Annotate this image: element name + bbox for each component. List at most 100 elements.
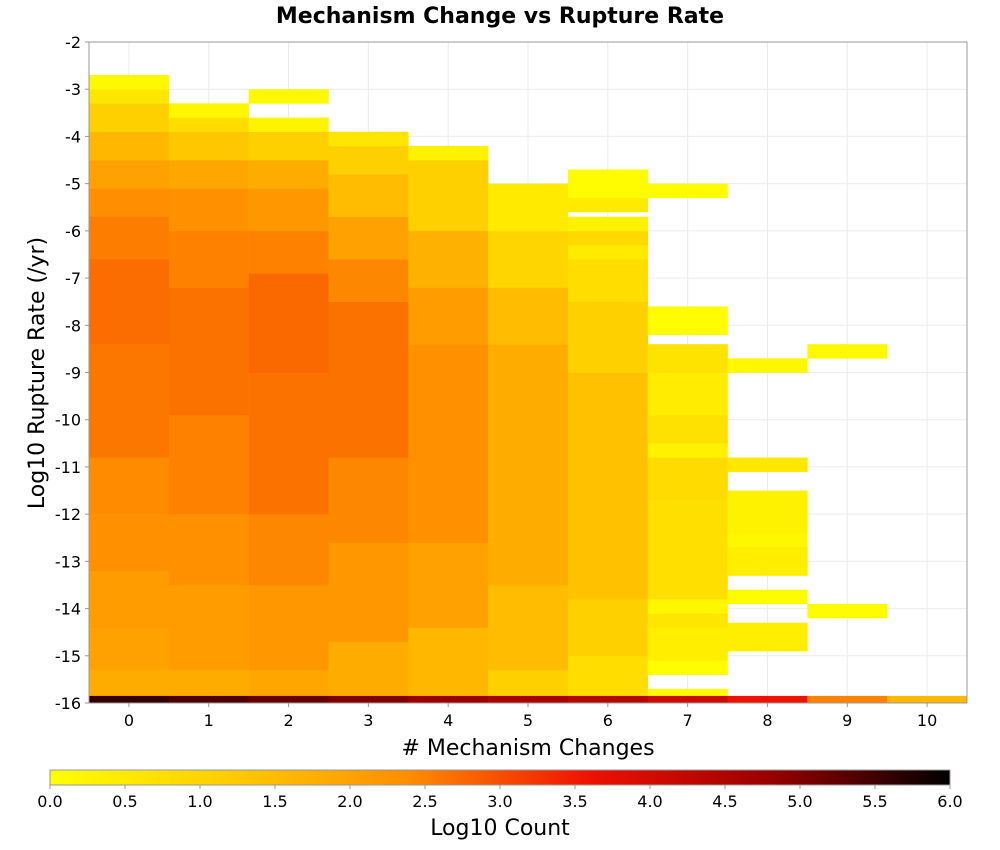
heatmap-cell	[89, 570, 170, 628]
colorbar-tick-label: 0.5	[112, 792, 137, 811]
heatmap-cell	[328, 542, 409, 642]
heatmap-cell	[488, 584, 569, 671]
heatmap-cell	[647, 599, 728, 614]
y-tick-label: -5	[65, 175, 81, 194]
heatmap-cell	[168, 103, 249, 118]
heatmap-cell	[89, 514, 170, 572]
colorbar-tick-label: 2.0	[337, 792, 362, 811]
heatmap-cell	[408, 542, 489, 628]
heatmap-cell	[89, 89, 170, 104]
colorbar-tick-label: 3.5	[562, 792, 587, 811]
heatmap-cell	[807, 344, 888, 359]
heatmap-baseline-cell	[248, 695, 329, 703]
heatmap-cell	[647, 183, 728, 199]
heatmap-cell	[567, 599, 649, 657]
heatmap-cell	[727, 589, 808, 605]
y-tick-label: -11	[55, 458, 81, 477]
heatmap-cell	[168, 160, 249, 189]
heatmap-cell	[168, 230, 249, 288]
heatmap-baseline-cell	[328, 695, 409, 703]
heatmap-cell	[408, 145, 489, 161]
colorbar-tick-label: 0.0	[37, 792, 62, 811]
heatmap-cell	[168, 131, 249, 161]
heatmap-cell	[408, 230, 489, 288]
heatmap-cell	[727, 490, 808, 534]
heatmap-cell	[647, 499, 728, 600]
colorbar-label: Log10 Count	[430, 816, 570, 841]
y-tick-label: -12	[55, 505, 81, 524]
colorbar	[49, 769, 951, 786]
colorbar-tick-label: 1.5	[262, 792, 287, 811]
colorbar-tick-label: 3.0	[487, 792, 512, 811]
y-tick-label: -8	[65, 316, 81, 335]
colorbar-tick-label: 6.0	[937, 792, 962, 811]
heatmap-cell	[567, 197, 649, 213]
heatmap-cell	[408, 287, 489, 345]
heatmap-cell	[89, 188, 170, 217]
heatmap-cell	[168, 414, 249, 515]
heatmap-cell	[727, 457, 808, 472]
heatmap-cell	[647, 457, 728, 501]
x-tick-labels: 0 1 2 3 4 5 6 7 8 9 10	[124, 703, 937, 730]
heatmap-cell	[488, 344, 569, 586]
colorbar-gradient	[49, 769, 951, 786]
heatmap-cell	[168, 287, 249, 416]
heatmap-cell	[647, 627, 728, 661]
colorbar-tick-labels: 0.0 0.5 1.0 1.5 2.0 2.5 3.0 3.5 4.0 4.5 5.0 5.5 6.0	[37, 785, 963, 811]
x-tick-label: 7	[683, 711, 693, 730]
heatmap-baseline-cell	[887, 695, 968, 703]
heatmap-cell	[567, 655, 649, 704]
heatmap-cell	[168, 188, 249, 232]
x-tick-label: 5	[523, 711, 533, 730]
heatmap-cell	[647, 372, 728, 416]
heatmap-cell	[168, 584, 249, 671]
heatmap-cell	[567, 301, 649, 373]
colorbar-tick-label: 1.0	[187, 792, 212, 811]
x-tick-label: 9	[842, 711, 852, 730]
heatmap-cell	[89, 160, 170, 189]
heatmap-cell	[248, 514, 329, 586]
heatmap-cell	[328, 259, 409, 302]
heatmap-cell	[248, 273, 329, 373]
heatmap-cell	[328, 457, 409, 543]
heatmap-cell	[248, 160, 329, 189]
heatmap-cell	[248, 188, 329, 232]
heatmap-cell	[328, 216, 409, 260]
heatmap-cell	[567, 245, 649, 260]
y-tick-labels: -2 -3 -4 -5 -6 -7 -8 -9 -10 -11 -12 -13 -14 -15 -16	[55, 33, 89, 713]
x-tick-label: 1	[204, 711, 214, 730]
heatmap-cell	[89, 457, 170, 515]
heatmap-cell	[168, 117, 249, 133]
heatmap-cell	[807, 603, 888, 619]
y-tick-label: -10	[55, 411, 81, 430]
heatmap-cell	[647, 306, 728, 336]
heatmap-cell	[328, 641, 409, 704]
y-tick-label: -7	[65, 269, 81, 288]
x-tick-label: 6	[603, 711, 613, 730]
heatmap-cell	[647, 613, 728, 628]
heatmap-cell	[408, 344, 489, 543]
heatmap-baseline-cell	[647, 695, 728, 703]
y-tick-label: -13	[55, 552, 81, 571]
heatmap-cell	[567, 230, 649, 246]
heatmap-cell	[89, 103, 170, 133]
heatmap-cells	[89, 75, 968, 704]
heatmap-cell	[408, 627, 489, 704]
chart-title: Mechanism Change vs Rupture Rate	[276, 4, 724, 29]
heatmap-cell	[328, 174, 409, 217]
heatmap-cell	[727, 358, 808, 373]
heatmap-cell	[647, 414, 728, 444]
heatmap-cell	[488, 230, 569, 288]
y-tick-label: -9	[65, 364, 81, 383]
y-tick-label: -6	[65, 222, 81, 241]
heatmap-cell	[647, 660, 728, 675]
heatmap-cell	[248, 230, 329, 274]
heatmap-baseline-cell	[727, 695, 808, 703]
heatmap-cell	[168, 514, 249, 586]
heatmap-cell	[89, 75, 170, 90]
heatmap-cell	[89, 344, 170, 458]
heatmap-baseline-cell	[567, 695, 649, 703]
heatmap-baseline-cell	[89, 695, 170, 703]
heatmap-cell	[328, 131, 409, 147]
heatmap-cell	[248, 584, 329, 671]
